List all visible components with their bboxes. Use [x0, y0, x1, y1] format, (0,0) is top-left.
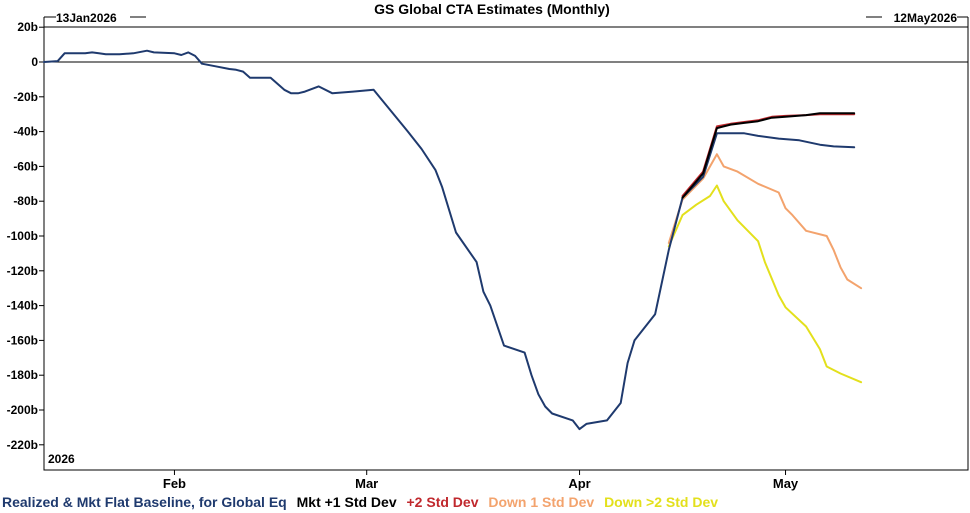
series-line-down-2-std: [667, 184, 863, 384]
y-tick-label: -140b: [7, 299, 38, 313]
series-line-plus-1-std: [681, 112, 856, 199]
start-date-label: 13Jan2026: [56, 11, 117, 25]
y-tick-label: -20b: [13, 90, 38, 104]
series-line-down-1-std: [667, 153, 863, 290]
y-tick-label: -60b: [13, 159, 38, 173]
chart-title: GS Global CTA Estimates (Monthly): [374, 1, 610, 17]
y-tick-label: -200b: [7, 403, 38, 417]
y-tick-label: -100b: [7, 229, 38, 243]
plot-frame: [43, 26, 969, 471]
y-tick-label: -160b: [7, 333, 38, 347]
legend-down-2-std: Down >2 Std Dev: [604, 494, 719, 510]
y-tick-label: 0: [31, 55, 38, 69]
year-label: 2026: [48, 452, 75, 466]
y-tick-label: -220b: [7, 438, 38, 452]
legend-down-1-std: Down 1 Std Dev: [488, 494, 595, 510]
y-tick-label: -80b: [13, 194, 38, 208]
legend-plus-1-std: Mkt +1 Std Dev: [296, 494, 397, 510]
x-tick-label: Feb: [163, 476, 186, 491]
x-tick-label: May: [773, 476, 799, 491]
series-line-baseline: [43, 49, 856, 431]
legend-baseline: Realized & Mkt Flat Baseline, for Global…: [2, 494, 287, 510]
end-date-label: 12May2026: [894, 11, 958, 25]
legend: Realized & Mkt Flat Baseline, for Global…: [2, 494, 724, 510]
y-tick-label: -120b: [7, 264, 38, 278]
y-tick-label: -40b: [13, 125, 38, 139]
x-tick-label: Apr: [568, 476, 590, 491]
x-tick-label: Mar: [355, 476, 378, 491]
y-tick-label: -180b: [7, 368, 38, 382]
legend-plus-2-std: +2 Std Dev: [406, 494, 479, 510]
y-tick-label: 20b: [17, 20, 38, 34]
